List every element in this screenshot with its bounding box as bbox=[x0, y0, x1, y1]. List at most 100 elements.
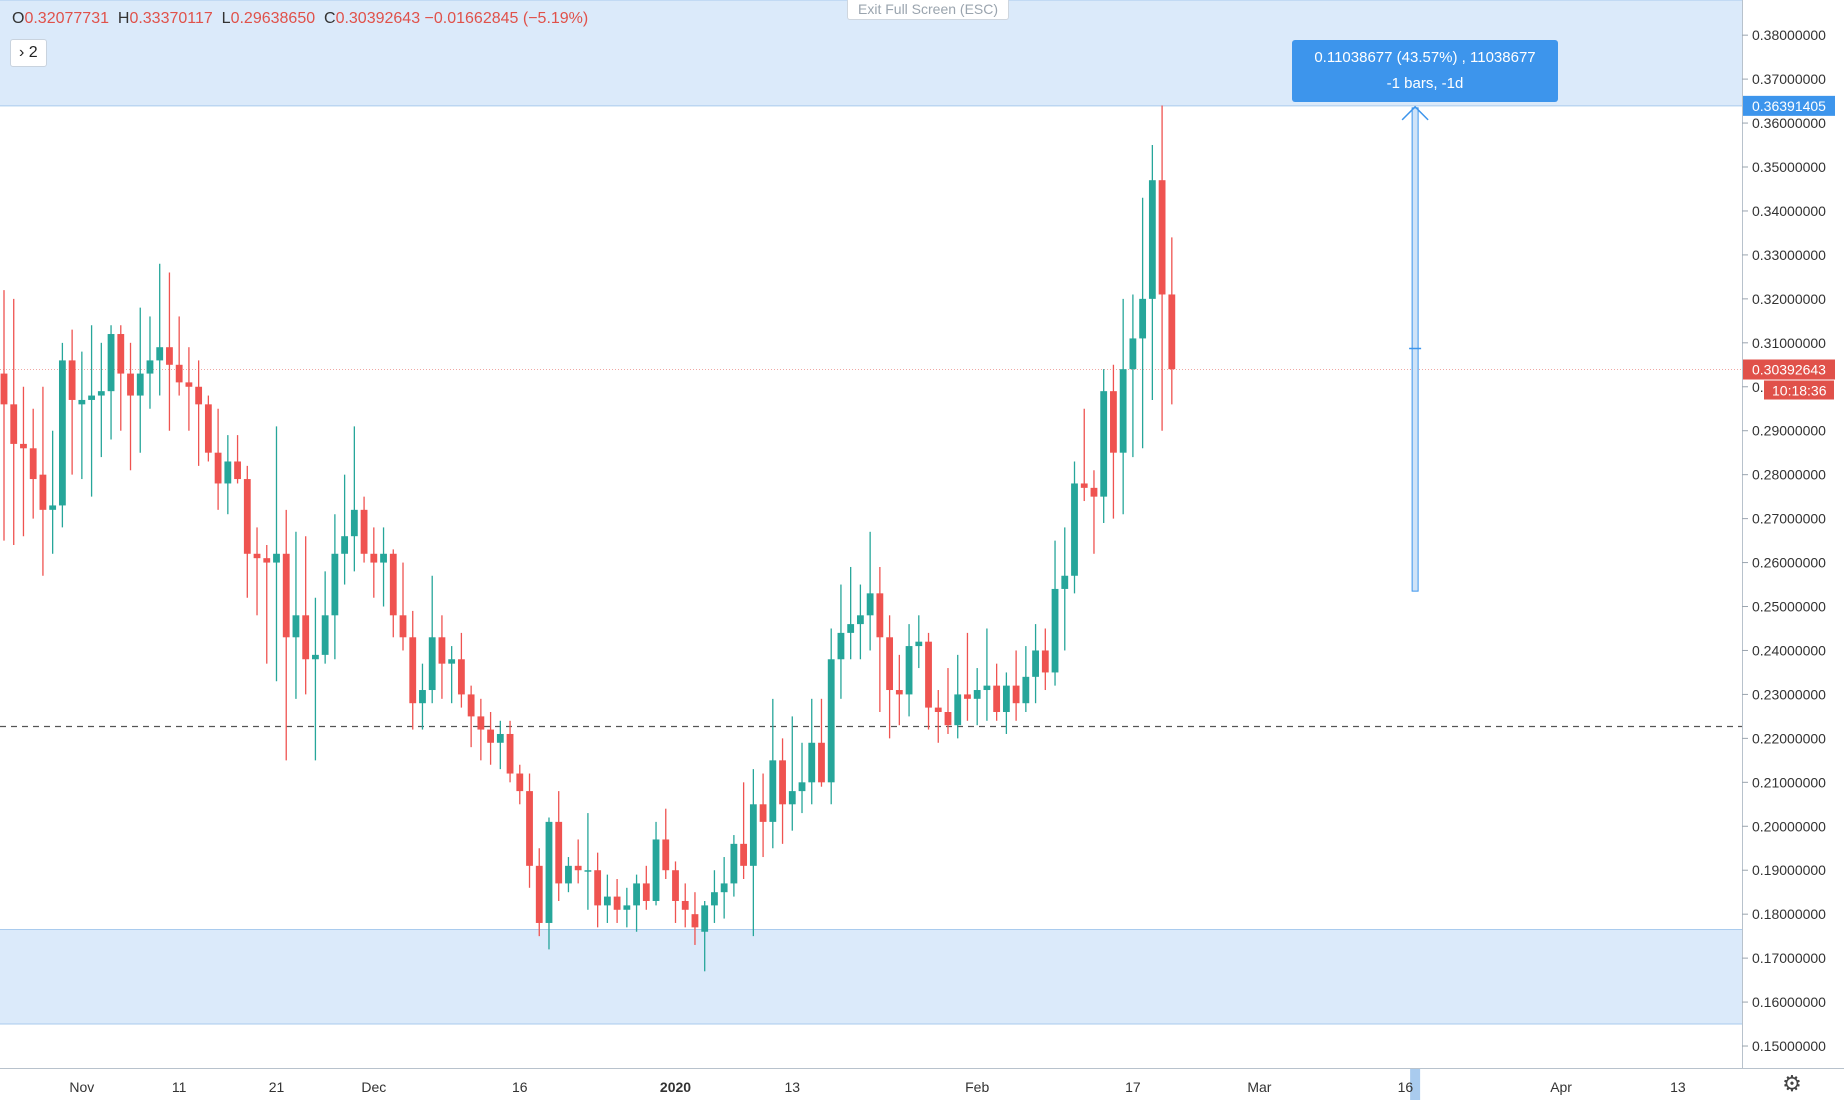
candle-body bbox=[107, 334, 115, 392]
high-key: H bbox=[117, 10, 130, 27]
low-key: L bbox=[221, 10, 231, 27]
open-key: O bbox=[12, 10, 25, 27]
candle bbox=[175, 316, 183, 396]
candle bbox=[68, 329, 76, 475]
price-tick-label: 0.20000000 bbox=[1752, 818, 1826, 834]
candle-body bbox=[438, 637, 446, 664]
candle-body bbox=[691, 914, 699, 928]
candle bbox=[1071, 461, 1078, 594]
candle bbox=[652, 821, 660, 906]
candle bbox=[594, 852, 602, 928]
candle-body bbox=[506, 733, 514, 774]
candle bbox=[847, 566, 855, 660]
candle bbox=[282, 509, 290, 761]
candle bbox=[798, 742, 806, 814]
gear-icon[interactable]: ⚙ bbox=[1782, 1071, 1802, 1096]
price-tick-label: 0.33000000 bbox=[1752, 247, 1826, 263]
candle bbox=[496, 720, 504, 770]
candle bbox=[681, 883, 689, 928]
axis-corner bbox=[1743, 1069, 1844, 1100]
price-tick-label: 0.21000000 bbox=[1752, 774, 1826, 790]
close-key: C bbox=[324, 10, 336, 27]
time-tick-label: 13 bbox=[784, 1079, 800, 1095]
candle bbox=[788, 716, 796, 831]
price-tick-label: 0.37000000 bbox=[1752, 71, 1826, 87]
candle bbox=[195, 360, 203, 466]
candle bbox=[526, 773, 533, 888]
candle bbox=[360, 496, 368, 563]
candle-body bbox=[681, 900, 689, 910]
candle-body bbox=[1139, 298, 1147, 339]
candle-body bbox=[856, 615, 864, 625]
exit-fullscreen-button[interactable]: Exit Full Screen (ESC) bbox=[847, 0, 1010, 20]
candle-body bbox=[78, 399, 86, 405]
candle bbox=[136, 307, 144, 453]
candle-body bbox=[10, 404, 18, 444]
low-value: 0.29638650 bbox=[230, 10, 316, 27]
candle bbox=[808, 698, 816, 805]
candle bbox=[10, 298, 18, 545]
candle bbox=[876, 566, 884, 712]
candle bbox=[185, 347, 193, 431]
candle-body bbox=[954, 694, 962, 726]
candle bbox=[886, 615, 894, 739]
candle-body bbox=[146, 360, 154, 374]
candle bbox=[1002, 672, 1010, 734]
price-zone-2 bbox=[0, 929, 1742, 1025]
candle bbox=[39, 386, 47, 576]
candle-body bbox=[759, 804, 767, 822]
candle bbox=[477, 698, 485, 761]
candle bbox=[49, 430, 57, 554]
candle-body bbox=[1110, 391, 1117, 453]
candle bbox=[633, 874, 640, 932]
candle-body bbox=[88, 395, 95, 400]
candle-body bbox=[866, 593, 874, 616]
candle bbox=[711, 870, 718, 923]
candle bbox=[117, 325, 125, 431]
candle bbox=[934, 690, 942, 743]
time-tick-label: Feb bbox=[965, 1079, 989, 1095]
candle-body bbox=[457, 659, 465, 695]
candle bbox=[399, 562, 407, 651]
indicators-collapse-button[interactable]: › 2 bbox=[10, 39, 47, 67]
candle bbox=[20, 386, 27, 537]
candle-body bbox=[895, 690, 903, 695]
candle-body bbox=[419, 690, 426, 704]
candle-body bbox=[652, 839, 660, 901]
candle bbox=[97, 342, 105, 458]
candle bbox=[856, 584, 864, 660]
current-price-label: 0.30392643 bbox=[1752, 362, 1826, 378]
candle bbox=[273, 426, 280, 682]
candle-body bbox=[1012, 685, 1020, 704]
candle-body bbox=[312, 654, 319, 660]
time-tick-label: 11 bbox=[172, 1079, 187, 1095]
measure-shaft bbox=[1411, 107, 1419, 592]
candle bbox=[740, 782, 748, 880]
candle bbox=[691, 892, 699, 945]
candle-body bbox=[496, 733, 504, 743]
candle-body bbox=[0, 373, 8, 405]
open-value: 0.32077731 bbox=[24, 10, 109, 27]
candle bbox=[1100, 369, 1108, 524]
candle bbox=[253, 527, 261, 616]
candle bbox=[146, 316, 154, 409]
countdown-badge bbox=[1764, 380, 1834, 400]
measure-label: 0.11038677 (43.57%) , 11038677 -1 bars, … bbox=[1292, 40, 1558, 102]
candle bbox=[827, 628, 835, 805]
time-tick-label: Mar bbox=[1247, 1079, 1271, 1095]
candle bbox=[1022, 646, 1030, 712]
change-value: −0.01662845 (−5.19%) bbox=[424, 10, 589, 27]
candle bbox=[964, 632, 971, 721]
candle bbox=[457, 632, 465, 708]
candle-body bbox=[545, 821, 553, 923]
candle-body bbox=[428, 637, 436, 691]
candle-body bbox=[97, 391, 105, 396]
candle-body bbox=[1080, 483, 1088, 488]
candle-body bbox=[1090, 487, 1098, 497]
candle bbox=[1061, 527, 1069, 651]
candle bbox=[321, 571, 329, 664]
candle-body bbox=[1100, 391, 1108, 497]
candle-body bbox=[341, 536, 349, 554]
high-value: 0.33370117 bbox=[129, 10, 213, 27]
